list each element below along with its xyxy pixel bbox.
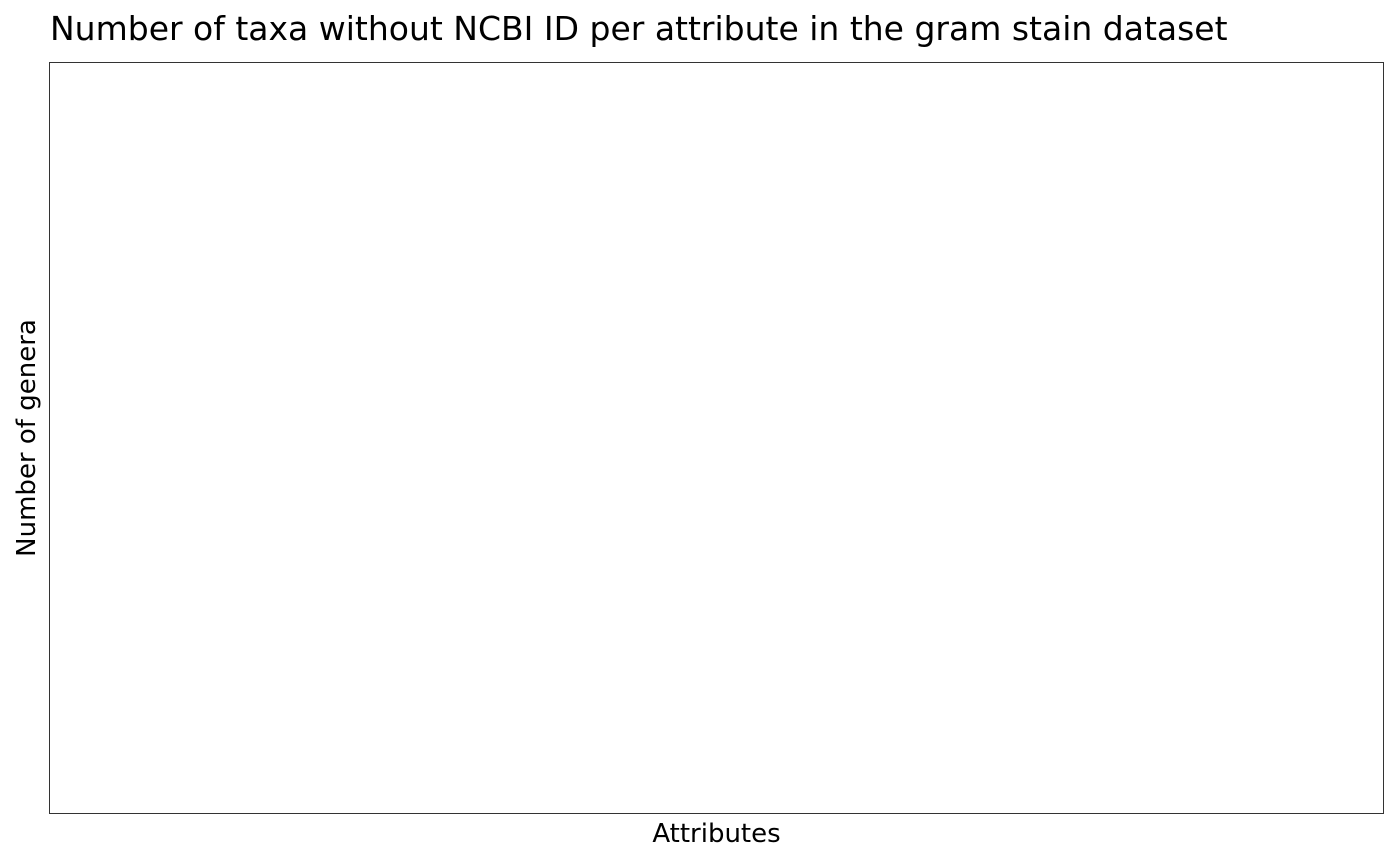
x-axis-label: Attributes [652,819,781,849]
chart-title: Number of taxa without NCBI ID per attri… [50,9,1228,48]
plot-area [50,63,1383,813]
plot-panel [49,62,1384,814]
y-axis-label: Number of genera [12,319,42,557]
